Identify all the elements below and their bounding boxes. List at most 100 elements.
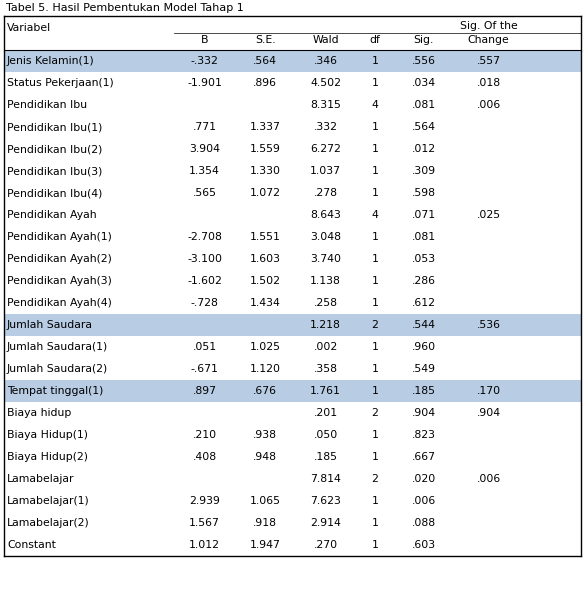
Text: 1.502: 1.502 [250,276,281,286]
Bar [4,16,581,50]
Text: -1.901: -1.901 [187,78,222,88]
Text: Biaya Hidup(2): Biaya Hidup(2) [7,452,88,462]
Text: 2.939: 2.939 [189,496,220,506]
Text: .556: .556 [412,56,436,66]
Text: .564: .564 [253,56,277,66]
Text: Variabel: Variabel [7,23,51,33]
Text: 1: 1 [371,540,378,550]
Text: Status Pekerjaan(1): Status Pekerjaan(1) [7,78,113,88]
Bar [4,402,581,424]
Text: .258: .258 [314,298,338,308]
Text: .408: .408 [192,452,216,462]
Text: Sig. Of the: Sig. Of the [460,20,518,31]
Text: 2: 2 [371,320,378,330]
Text: Pendidikan Ayah(2): Pendidikan Ayah(2) [7,254,112,264]
Text: Pendidikan Ayah(3): Pendidikan Ayah(3) [7,276,112,286]
Bar [4,160,581,182]
Text: Pendidikan Ibu(4): Pendidikan Ibu(4) [7,188,102,198]
Text: .051: .051 [192,342,216,352]
Text: 1.218: 1.218 [310,320,341,330]
Text: 3.904: 3.904 [189,144,220,154]
Text: 1: 1 [371,122,378,132]
Text: .960: .960 [412,342,436,352]
Text: .564: .564 [412,122,436,132]
Text: 2: 2 [371,474,378,484]
Text: .012: .012 [412,144,436,154]
Text: 1.551: 1.551 [250,232,281,242]
Text: 2: 2 [371,408,378,418]
Text: .557: .557 [477,56,501,66]
Bar [4,512,581,534]
Text: .948: .948 [253,452,277,462]
Text: .286: .286 [412,276,436,286]
Text: .020: .020 [412,474,436,484]
Text: Change: Change [468,35,510,46]
Text: .006: .006 [477,474,501,484]
Text: 1.330: 1.330 [250,166,281,176]
Text: 1: 1 [371,78,378,88]
Bar [4,50,581,72]
Text: Tempat tinggal(1): Tempat tinggal(1) [7,386,104,396]
Text: -3.100: -3.100 [187,254,222,264]
Bar [4,424,581,446]
Bar [4,270,581,292]
Text: .918: .918 [253,518,277,528]
Text: 8.643: 8.643 [310,210,341,220]
Text: Constant: Constant [7,540,56,550]
Text: .904: .904 [477,408,501,418]
Bar [4,468,581,490]
Bar [4,226,581,248]
Text: .676: .676 [253,386,277,396]
Text: 1: 1 [371,276,378,286]
Text: Pendidikan Ibu: Pendidikan Ibu [7,100,87,110]
Text: .536: .536 [477,320,501,330]
Text: .309: .309 [412,166,436,176]
Text: Lamabelajar(2): Lamabelajar(2) [7,518,90,528]
Text: .025: .025 [477,210,501,220]
Text: .904: .904 [412,408,436,418]
Text: 4.502: 4.502 [310,78,341,88]
Text: 4: 4 [371,210,378,220]
Text: 1: 1 [371,56,378,66]
Text: .081: .081 [412,232,436,242]
Text: 1: 1 [371,430,378,440]
Text: .210: .210 [192,430,216,440]
Text: .270: .270 [314,540,338,550]
Bar [4,248,581,270]
Text: .823: .823 [412,430,436,440]
Text: 1.354: 1.354 [189,166,220,176]
Text: -.728: -.728 [191,298,218,308]
Text: Lamabelajar(1): Lamabelajar(1) [7,496,90,506]
Text: .050: .050 [314,430,338,440]
Text: Pendidikan Ayah(1): Pendidikan Ayah(1) [7,232,112,242]
Text: .612: .612 [412,298,436,308]
Text: 1.947: 1.947 [250,540,281,550]
Text: .185: .185 [412,386,436,396]
Text: .002: .002 [314,342,338,352]
Text: 1: 1 [371,518,378,528]
Text: 1.072: 1.072 [250,188,281,198]
Text: .201: .201 [314,408,338,418]
Text: .071: .071 [412,210,436,220]
Text: .358: .358 [314,364,338,374]
Bar [4,314,581,336]
Text: 3.048: 3.048 [310,232,341,242]
Text: .081: .081 [412,100,436,110]
Text: 1: 1 [371,254,378,264]
Text: 7.623: 7.623 [310,496,341,506]
Bar [4,72,581,94]
Text: -2.708: -2.708 [187,232,222,242]
Text: Pendidikan Ayah(4): Pendidikan Ayah(4) [7,298,112,308]
Text: .544: .544 [412,320,436,330]
Text: .346: .346 [314,56,338,66]
Text: -.332: -.332 [191,56,218,66]
Bar [4,534,581,556]
Text: 1.037: 1.037 [310,166,341,176]
Bar [4,116,581,138]
Text: 1.603: 1.603 [250,254,281,264]
Text: Biaya Hidup(1): Biaya Hidup(1) [7,430,88,440]
Text: .170: .170 [477,386,501,396]
Text: 1: 1 [371,188,378,198]
Text: Tabel 5. Hasil Pembentukan Model Tahap 1: Tabel 5. Hasil Pembentukan Model Tahap 1 [6,3,244,13]
Text: 1.138: 1.138 [310,276,341,286]
